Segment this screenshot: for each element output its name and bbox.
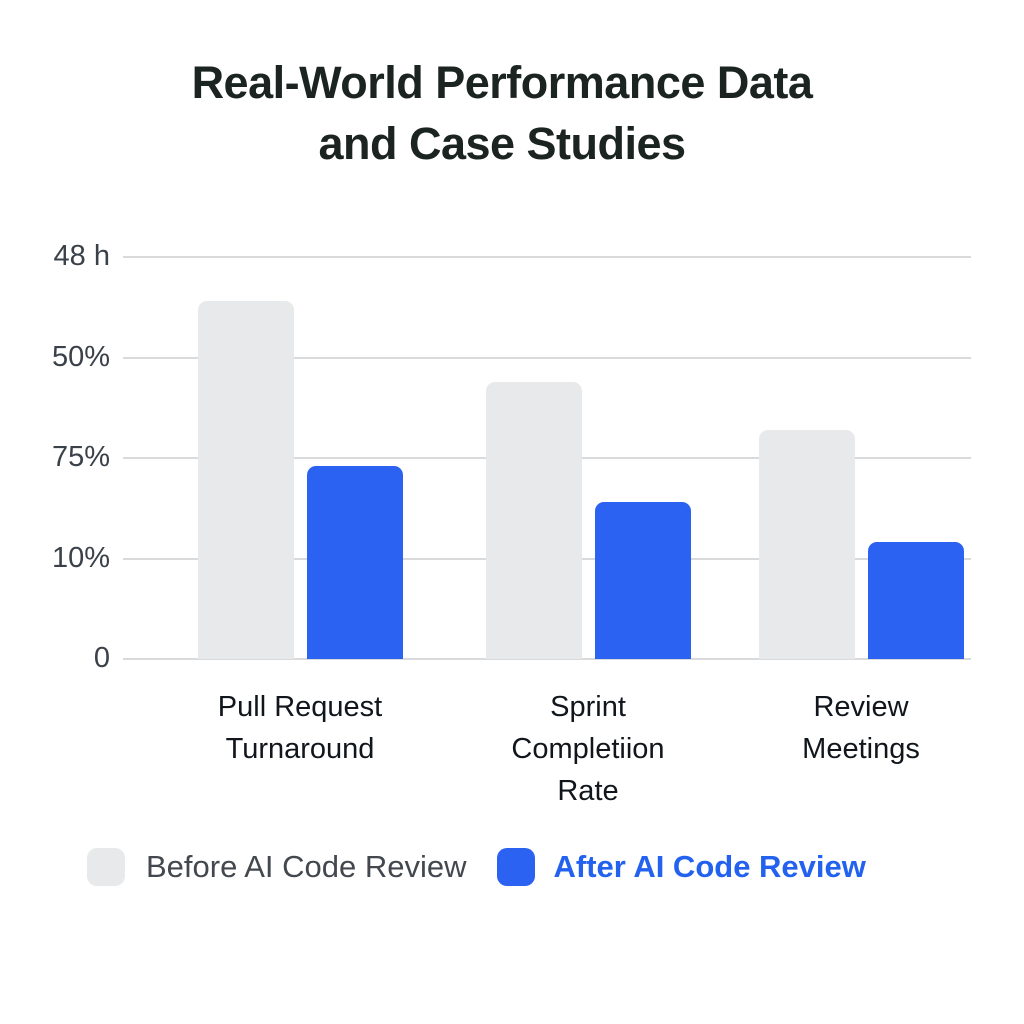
bar-after-pull-request-turnaround (306, 466, 403, 659)
category-label-line: Meetings (802, 733, 920, 765)
gridline (123, 256, 971, 258)
y-tick-label: 0 (93, 642, 110, 674)
gridline (123, 357, 971, 359)
bar-after-review-meetings (867, 542, 964, 659)
legend-label-after: After AI Code Review (553, 849, 866, 884)
category-label-line: Review (813, 691, 909, 723)
y-tick-label: 48 h (53, 240, 110, 272)
chart-title-line2: and Case Studies (318, 118, 686, 169)
y-tick-label: 10% (51, 542, 110, 574)
bar-after-sprint-completiion-rate (594, 502, 691, 659)
legend-label-before: Before AI Code Review (146, 849, 467, 884)
category-label-line: Pull Request (217, 691, 383, 723)
category-label-line: Completiion (511, 733, 665, 765)
category-label-line: Rate (557, 775, 619, 807)
after-series-swatch (496, 848, 535, 886)
x-axis-baseline (123, 658, 971, 660)
category-label-line: Sprint (550, 691, 626, 723)
chart-title: Real-World Performance Data and Case Stu… (0, 52, 1004, 174)
legend-item-before: Before AI Code Review (87, 848, 467, 886)
y-tick-label: 50% (51, 341, 110, 373)
category-label-line: Turnaround (225, 733, 375, 765)
bar-before-pull-request-turnaround (197, 301, 294, 659)
category-label: Sprint Completiion Rate (511, 686, 664, 812)
plot-area: 48 h 50% 75% 10% 0 (52, 242, 971, 673)
bar-before-sprint-completiion-rate (485, 382, 582, 659)
category-label: Pull Request Turnaround (218, 686, 382, 770)
before-series-swatch (87, 848, 125, 886)
y-tick-label: 75% (51, 441, 110, 473)
bar-before-review-meetings (758, 430, 855, 659)
legend: Before AI Code Review After AI Code Revi… (87, 848, 890, 886)
legend-item-after: After AI Code Review (496, 848, 890, 886)
category-label: Review Meetings (802, 686, 920, 770)
chart-title-line1: Real-World Performance Data (191, 57, 813, 108)
